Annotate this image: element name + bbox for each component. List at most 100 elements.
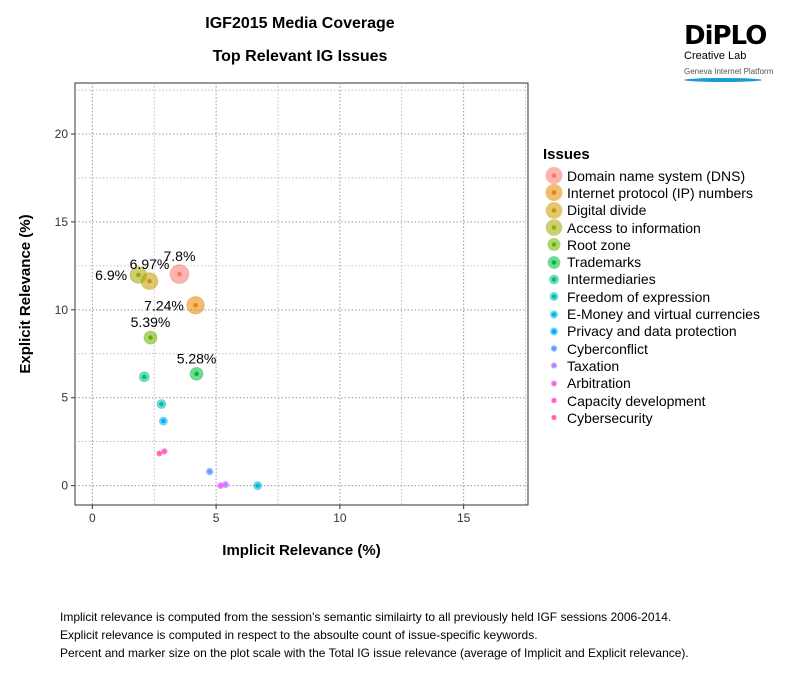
legend-label: Taxation (567, 357, 620, 374)
logo-sub: Creative Lab (684, 50, 747, 62)
diplo-logo: DiPLO Creative Lab Geneva Internet Platf… (684, 22, 773, 82)
legend-title: Issues (543, 146, 590, 163)
legend-label: Freedom of expression (567, 288, 711, 305)
legend-item: Trademarks (543, 253, 760, 270)
legend-item: Domain name system (DNS) (543, 167, 760, 185)
marker-dot (161, 418, 166, 424)
marker-dot (177, 271, 182, 277)
data-point (160, 447, 168, 455)
data-point (158, 416, 168, 426)
legend-label: Arbitration (567, 375, 631, 392)
legend-item: Privacy and data protection (543, 323, 760, 340)
data-label: 7.24% (144, 297, 184, 313)
y-axis-label: Explicit Relevance (%) (17, 214, 34, 373)
legend-marker-icon (543, 167, 567, 185)
data-label: 5.39% (131, 314, 171, 330)
data-point (156, 450, 163, 457)
legend-label: Trademarks (567, 254, 642, 271)
x-tick-label: 15 (457, 511, 471, 525)
marker-dot (207, 469, 212, 474)
legend-item: Taxation (543, 357, 760, 374)
marker-dot (159, 401, 164, 407)
legend: Issues Domain name system (DNS) Internet … (543, 146, 760, 426)
legend-marker-icon (543, 236, 567, 253)
legend-label: Digital divide (567, 202, 647, 219)
data-point (186, 296, 205, 315)
y-tick-label: 15 (55, 215, 69, 229)
legend-marker-icon (543, 306, 567, 323)
legend-label: Intermediaries (567, 271, 656, 288)
y-tick-label: 0 (61, 479, 68, 493)
x-tick-label: 0 (89, 511, 96, 525)
legend-item: E-Money and virtual currencies (543, 305, 760, 322)
legend-item: Capacity development (543, 392, 760, 409)
data-point (138, 371, 150, 383)
data-point (129, 266, 148, 284)
legend-label: Access to information (567, 219, 701, 236)
marker-dot (193, 302, 198, 308)
data-point (205, 467, 214, 476)
legend-marker-icon (543, 340, 567, 357)
legend-label: E-Money and virtual currencies (567, 306, 760, 323)
logo-text: DiPLO (684, 21, 767, 51)
scatter-plot: 0 5 10 15 0 5 10 15 20 Implicit Relevance (%) Expl… (17, 82, 529, 559)
legend-marker-icon (543, 254, 567, 271)
marker-dot (157, 451, 162, 456)
legend-item: Root zone (543, 236, 760, 253)
legend-marker-icon (543, 288, 567, 305)
legend-item: Internet protocol (IP) numbers (543, 184, 760, 202)
legend-marker-icon (543, 201, 567, 219)
marker-dot (147, 278, 152, 284)
chart-title: IGF2015 Media Coverage (205, 15, 395, 32)
chart-subtitle: Top Relevant IG Issues (212, 48, 388, 65)
y-tick-label: 5 (61, 391, 68, 405)
marker-dot (194, 371, 199, 377)
legend-item: Cyberconflict (543, 340, 760, 357)
footnote: Percent and marker size on the plot scal… (60, 646, 689, 660)
marker-dot (148, 335, 153, 340)
legend-label: Cyberconflict (567, 340, 648, 357)
marker-dot (218, 483, 223, 488)
logo-platform: Geneva Internet Platform (684, 67, 774, 76)
x-axis-label: Implicit Relevance (%) (222, 542, 380, 559)
footnote: Explicit relevance is computed in respec… (60, 628, 538, 642)
data-point (143, 330, 158, 345)
data-point (253, 481, 263, 491)
legend-marker-icon (543, 357, 567, 374)
x-tick-label: 10 (333, 511, 347, 525)
data-point (169, 264, 190, 284)
legend-marker-icon (543, 184, 567, 202)
marker-dot (142, 374, 147, 380)
legend-label: Internet protocol (IP) numbers (567, 184, 753, 201)
legend-item: Intermediaries (543, 271, 760, 288)
data-point (189, 366, 204, 381)
legend-label: Domain name system (DNS) (567, 167, 746, 184)
legend-item: Digital divide (543, 201, 760, 219)
data-label: 7.8% (164, 248, 196, 264)
legend-label: Root zone (567, 236, 631, 253)
legend-item: Arbitration (543, 375, 760, 392)
legend-label: Capacity development (567, 392, 706, 409)
data-label: 5.28% (177, 350, 217, 366)
footnotes: Implicit relevance is computed from the … (60, 608, 689, 662)
data-point (216, 482, 225, 490)
legend-marker-icon (543, 409, 567, 426)
legend-item: Freedom of expression (543, 288, 760, 305)
y-tick-label: 20 (55, 127, 69, 141)
legend-marker-icon (543, 392, 567, 409)
marker-dot (136, 272, 141, 278)
legend-item: Cybersecurity (543, 409, 760, 426)
legend-marker-icon (543, 375, 567, 392)
data-label: 6.9% (95, 267, 127, 283)
legend-marker-icon (543, 323, 567, 340)
x-tick-label: 5 (213, 511, 220, 525)
data-label: 6.97% (130, 256, 170, 272)
legend-item: Access to information (543, 219, 760, 236)
marker-dot (223, 482, 228, 487)
footnote: Implicit relevance is computed from the … (60, 610, 672, 624)
legend-label: Privacy and data protection (567, 323, 737, 340)
y-tick-label: 10 (55, 303, 69, 317)
marker-dot (255, 483, 260, 488)
marker-dot (162, 449, 167, 454)
